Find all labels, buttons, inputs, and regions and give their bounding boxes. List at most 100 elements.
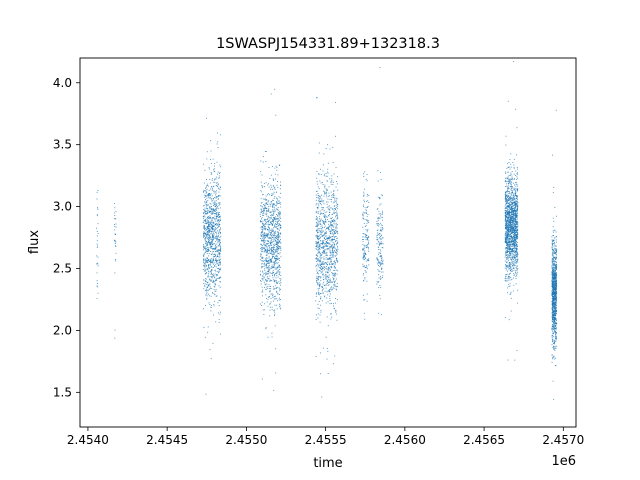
flux-point [220, 261, 221, 263]
flux-point [509, 236, 511, 238]
flux-point [506, 171, 508, 173]
flux-point [367, 214, 369, 215]
flux-point [510, 310, 512, 312]
flux-point [262, 275, 264, 277]
flux-point [219, 252, 221, 254]
flux-point [336, 259, 338, 261]
flux-point [278, 223, 280, 225]
flux-point [319, 252, 321, 254]
flux-point [267, 277, 269, 279]
flux-point [512, 243, 514, 245]
flux-point [261, 266, 263, 267]
flux-point [514, 225, 516, 227]
flux-point [321, 200, 323, 202]
flux-point [511, 208, 513, 210]
flux-point [274, 246, 275, 248]
flux-point [264, 213, 266, 215]
flux-point [206, 204, 208, 206]
flux-point [317, 258, 319, 260]
flux-point [555, 322, 557, 324]
flux-point [556, 332, 557, 333]
flux-point [209, 259, 211, 261]
flux-point [262, 250, 264, 252]
flux-point [267, 262, 268, 264]
flux-point [379, 270, 381, 272]
flux-point [211, 212, 213, 214]
flux-point [329, 212, 330, 214]
flux-point [327, 264, 328, 266]
flux-point [364, 252, 366, 254]
flux-point [508, 260, 510, 262]
flux-point [329, 255, 331, 257]
flux-point [215, 259, 217, 260]
flux-point [332, 224, 334, 226]
flux-point [508, 222, 510, 223]
flux-point [509, 238, 511, 240]
flux-point [505, 240, 507, 242]
flux-point [517, 226, 519, 228]
flux-point [267, 249, 269, 251]
flux-point [206, 250, 208, 252]
flux-point [275, 258, 277, 260]
flux-point [505, 191, 507, 193]
flux-point [508, 178, 510, 180]
flux-point [507, 226, 509, 228]
flux-point [274, 239, 276, 241]
flux-point [328, 258, 330, 260]
flux-point [336, 227, 338, 229]
flux-point [263, 251, 265, 253]
flux-point [507, 180, 509, 182]
flux-point [364, 225, 366, 227]
flux-point [317, 239, 319, 241]
flux-point [509, 199, 511, 201]
flux-point [218, 265, 219, 266]
flux-point [261, 257, 263, 259]
flux-point [328, 267, 330, 269]
flux-point [97, 263, 99, 265]
flux-point [513, 277, 514, 279]
flux-point [362, 239, 364, 241]
flux-point [323, 251, 324, 252]
flux-point [279, 269, 280, 270]
flux-point [210, 272, 212, 274]
flux-point [206, 269, 208, 271]
flux-point [328, 276, 330, 278]
flux-point [318, 277, 319, 279]
flux-point [332, 244, 333, 246]
flux-point [214, 229, 216, 231]
flux-point [275, 244, 277, 246]
flux-point [265, 251, 267, 253]
flux-point [510, 254, 512, 256]
flux-point [321, 267, 323, 269]
flux-point [267, 259, 269, 261]
flux-point [214, 269, 216, 271]
flux-point [212, 243, 213, 245]
flux-point [316, 183, 318, 185]
flux-point [335, 298, 337, 299]
flux-point [214, 248, 216, 249]
flux-point [320, 254, 322, 256]
flux-point [320, 204, 322, 206]
flux-point [512, 211, 514, 212]
flux-point [328, 208, 330, 210]
flux-point [323, 200, 325, 202]
flux-point [517, 201, 519, 203]
flux-point [378, 244, 380, 246]
flux-point [203, 236, 205, 238]
flux-point [334, 268, 336, 270]
flux-point [333, 189, 335, 191]
flux-point [379, 66, 381, 68]
flux-point [366, 238, 368, 240]
flux-point [202, 245, 204, 247]
flux-point [219, 268, 221, 270]
flux-point [326, 252, 328, 254]
flux-point [509, 293, 511, 295]
flux-point [217, 250, 219, 252]
flux-point [512, 213, 514, 215]
flux-point [504, 235, 506, 237]
flux-point [381, 230, 383, 232]
flux-point [278, 252, 279, 254]
flux-point [328, 268, 330, 270]
flux-point [382, 261, 384, 263]
flux-point [203, 234, 205, 236]
